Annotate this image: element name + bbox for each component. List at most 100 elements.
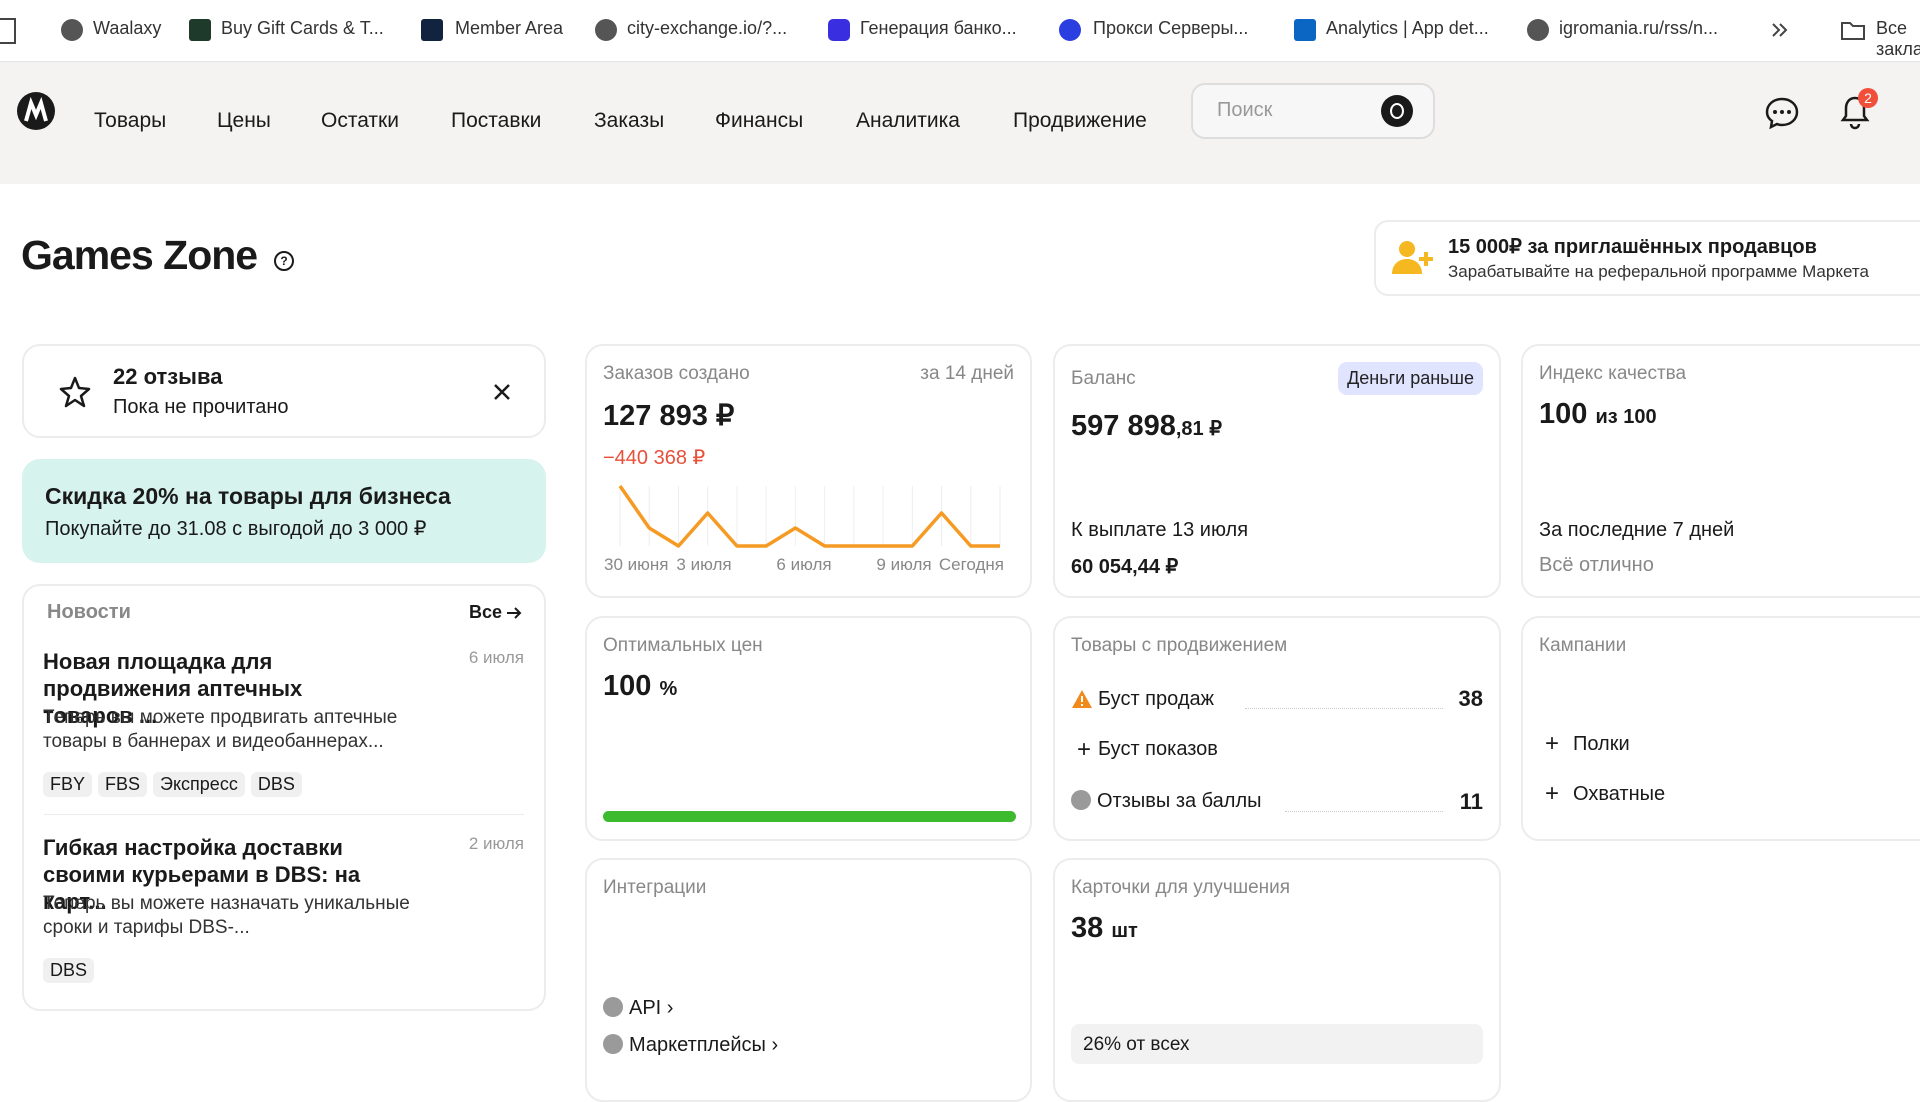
nav-item[interactable]: Финансы — [715, 109, 804, 132]
bookmark[interactable]: Генерация банко... — [860, 18, 1017, 38]
referral-title: 15 000₽ за приглашённых продавцов — [1448, 236, 1817, 258]
x-tick-label: Сегодня — [939, 555, 1004, 574]
promo-row-name[interactable]: Буст показов — [1098, 738, 1218, 760]
orders-change: −440 368 ₽ — [603, 447, 706, 469]
more-bookmarks[interactable] — [1770, 20, 1790, 40]
orders-chart: 30 июня 3 июля 6 июля 9 июля Сегодня — [604, 485, 1004, 574]
news-all-link[interactable]: Все — [468, 602, 502, 622]
balance-value: 597 898 — [1071, 410, 1176, 442]
warning-icon — [1072, 690, 1092, 708]
campaign-item[interactable]: Охватные — [1573, 783, 1666, 805]
bookmark[interactable]: igromania.ru/rss/n... — [1559, 18, 1719, 38]
referral-banner[interactable]: 15 000₽ за приглашённых продавцов Зараба… — [1374, 220, 1920, 296]
campaigns-label: Кампании — [1539, 635, 1627, 656]
integrations-card[interactable]: Интеграции API › Маркетплейсы › — [585, 858, 1032, 1102]
balance-cents: ,81 ₽ — [1175, 418, 1222, 440]
search-box[interactable]: Поиск — [1191, 83, 1435, 139]
integration-link[interactable]: API — [629, 997, 662, 1019]
tag: Экспресс — [153, 772, 245, 797]
optimal-prices-card[interactable]: Оптимальных цен 100 % — [585, 616, 1032, 841]
quality-period: За последние 7 дней — [1539, 519, 1735, 541]
progress-track — [603, 811, 1016, 822]
star-icon — [59, 376, 91, 408]
optimal-unit: % — [659, 678, 678, 700]
referral-text: Зарабатывайте на реферальной программе М… — [1448, 262, 1869, 281]
bookmark[interactable]: Waalaxy — [93, 18, 162, 38]
bookmark[interactable]: Buy Gift Cards & T... — [221, 18, 384, 38]
arrow-icon — [507, 607, 522, 619]
nav-item[interactable]: Продвижение — [1013, 109, 1147, 132]
top-nav: Товары Цены Остатки Поставки Заказы Фина… — [0, 62, 1920, 184]
tag: DBS — [43, 958, 95, 983]
promo-card[interactable]: Товары с продвижением Буст продаж 38 + Б… — [1053, 616, 1501, 841]
bookmark-icon — [828, 19, 850, 41]
nav-item[interactable]: Поставки — [451, 109, 542, 132]
promo-label: Товары с продвижением — [1071, 635, 1288, 656]
folder-icon — [1841, 22, 1865, 40]
improve-note-box: 26% от всех — [1071, 1024, 1483, 1064]
nav-item[interactable]: Цены — [217, 109, 271, 132]
quality-status: Всё отлично — [1539, 554, 1654, 576]
quality-card[interactable]: Индекс качества 100 из 100 За последние … — [1521, 344, 1920, 598]
balance-badge[interactable]: Деньги раньше — [1338, 362, 1483, 395]
integration-link[interactable]: Маркетплейсы — [629, 1034, 766, 1056]
chat-icon[interactable] — [1764, 96, 1800, 130]
promo-row-name: Буст продаж — [1098, 688, 1214, 710]
bookmark[interactable]: Прокси Серверы... — [1093, 18, 1249, 38]
bookmarks-bar: Waalaxy Buy Gift Cards & T... Member Are… — [0, 0, 1920, 62]
tag: FBS — [98, 772, 148, 797]
orders-label: Заказов создано — [603, 363, 750, 384]
tag: FBY — [43, 772, 93, 797]
nav-item[interactable]: Остатки — [321, 109, 399, 132]
campaigns-card[interactable]: Кампании + Полки + Охватные — [1521, 616, 1920, 841]
promo-row-name: Отзывы за баллы — [1097, 790, 1262, 812]
payout-label: К выплате 13 июля — [1071, 519, 1249, 541]
bookmark-icon — [61, 19, 83, 41]
quality-suffix: из 100 — [1595, 406, 1657, 428]
news-tags: DBS — [43, 958, 100, 983]
x-tick-label: 30 июня — [604, 555, 668, 574]
news-date: 2 июля — [468, 834, 524, 853]
news-text: Теперь вы можете назначать уникальные ср… — [43, 893, 410, 938]
bookmark-icon — [421, 19, 443, 41]
bookmark[interactable]: Analytics | App det... — [1326, 18, 1489, 38]
optimal-value: 100 — [603, 670, 652, 702]
payout-value: 60 054,44 ₽ — [1071, 556, 1179, 578]
bookmark[interactable]: Все закладки — [1876, 18, 1920, 59]
balance-card[interactable]: Баланс Деньги раньше 597 898,81 ₽ К выпл… — [1053, 344, 1501, 598]
optimal-label: Оптимальных цен — [603, 635, 763, 656]
search-placeholder: Поиск — [1217, 99, 1273, 121]
discount-text: Покупайте до 31.08 с выгодой до 3 000 ₽ — [45, 518, 427, 540]
separator — [44, 814, 524, 815]
bookmark[interactable]: city-exchange.io/?... — [627, 18, 788, 38]
nav-item[interactable]: Заказы — [594, 109, 665, 132]
campaign-item[interactable]: Полки — [1573, 733, 1630, 755]
x-tick-label: 9 июля — [876, 555, 931, 574]
reviews-card[interactable]: 22 отзыва Пока не прочитано — [22, 344, 546, 438]
news-title[interactable]: Гибкая настройка доставки своими курьера… — [43, 835, 361, 914]
reviews-subtitle: Пока не прочитано — [113, 396, 289, 418]
progress-bar — [603, 811, 1016, 822]
x-tick-label: 6 июля — [776, 555, 831, 574]
bookmark[interactable]: Member Area — [455, 18, 564, 38]
bookmark-icon — [1527, 19, 1549, 41]
quality-value: 100 — [1539, 398, 1588, 430]
search-button[interactable] — [1381, 95, 1413, 127]
news-title[interactable]: Новая площадка для продвижения аптечных … — [43, 649, 303, 728]
tag: DBS — [250, 772, 302, 797]
orders-card[interactable]: Заказов создано за 14 дней 127 893 ₽ −44… — [585, 344, 1032, 598]
nav-item[interactable]: Аналитика — [856, 109, 960, 132]
nav-item[interactable]: Товары — [94, 109, 167, 132]
apps-icon[interactable] — [0, 18, 16, 44]
close-button[interactable] — [492, 382, 512, 402]
news-tags: FBY FBS Экспресс DBS — [43, 772, 308, 797]
bookmark-icon — [1294, 19, 1316, 41]
help-icon[interactable]: ? — [274, 251, 294, 271]
discount-banner[interactable]: Скидка 20% на товары для бизнеса Покупай… — [22, 459, 546, 563]
improve-note: 26% от всех — [1083, 1034, 1190, 1055]
page-title: Games Zone — [21, 232, 258, 278]
news-text: Теперь вы можете продвигать аптечные тов… — [43, 707, 398, 752]
logo[interactable] — [16, 91, 56, 131]
bookmark-icon — [595, 19, 617, 41]
improve-card[interactable]: Карточки для улучшения 38 шт 26% от всех — [1053, 858, 1501, 1102]
